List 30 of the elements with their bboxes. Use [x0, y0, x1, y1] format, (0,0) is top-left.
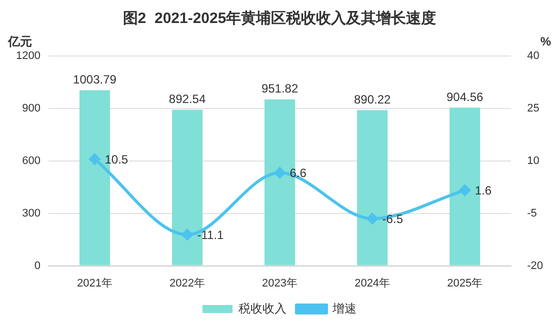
data-label: 904.56 [446, 90, 484, 104]
data-label: 1003.79 [73, 72, 117, 87]
x-tick-label: 2021年 [76, 277, 112, 290]
x-tick-label: 2024年 [354, 277, 390, 290]
data-label: 890.22 [354, 92, 391, 106]
x-tick-label: 2022年 [170, 277, 205, 290]
x-tick-label: 2023年 [262, 277, 298, 290]
point [182, 229, 193, 240]
point [366, 213, 378, 224]
y2-tick-label: 10 [527, 154, 540, 167]
data-label: 892.54 [168, 92, 206, 106]
y-tick-label: 1200 [16, 50, 40, 62]
y2-tick-label: -5 [527, 207, 537, 220]
point [89, 154, 100, 165]
y2-tick-label: 25 [527, 102, 540, 114]
data-label: 951.82 [261, 82, 298, 96]
y-tick-label: 300 [22, 207, 40, 220]
y-tick-label: 900 [22, 102, 40, 114]
chart-title: 图2 2021-2025年黄埔区税收收入及其增长速度 [122, 9, 436, 28]
legend-label: 增速 [332, 301, 356, 316]
y-axis-title: 亿元 [7, 34, 32, 48]
y-tick-label: 0 [34, 260, 40, 272]
x-tick-label: 2025年 [447, 277, 483, 290]
y2-tick-label: -20 [527, 260, 544, 272]
point [459, 184, 470, 196]
legend-label: 税收收入 [238, 301, 286, 316]
y2-axis-title: % [540, 34, 552, 48]
y-tick-label: 600 [22, 154, 40, 167]
y2-tick-label: 40 [527, 50, 540, 62]
point [274, 167, 286, 178]
